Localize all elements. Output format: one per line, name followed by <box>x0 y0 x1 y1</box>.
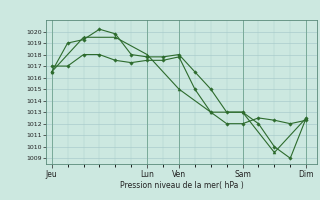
X-axis label: Pression niveau de la mer( hPa ): Pression niveau de la mer( hPa ) <box>120 181 244 190</box>
